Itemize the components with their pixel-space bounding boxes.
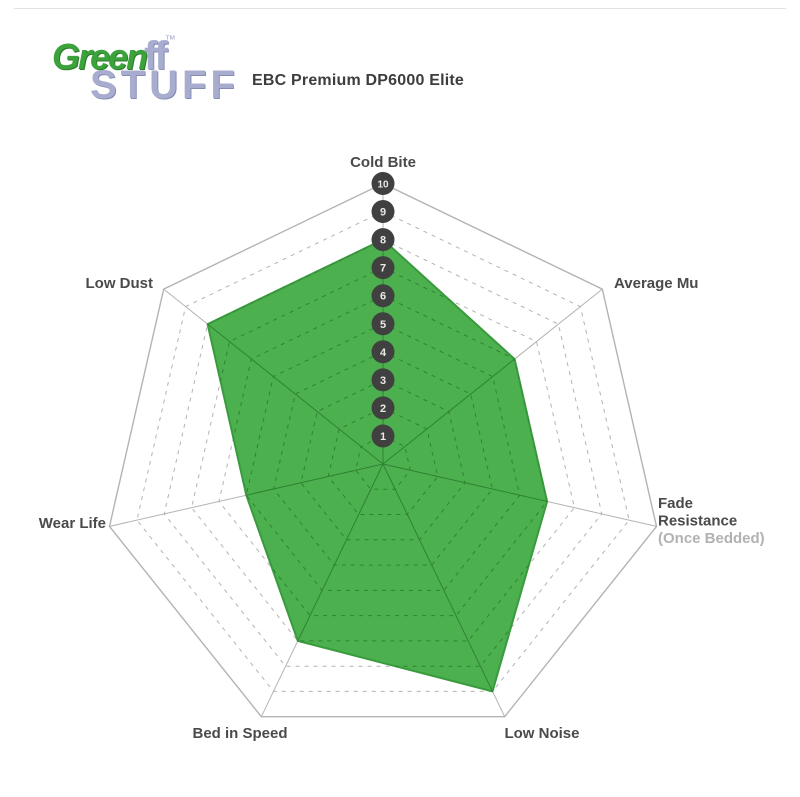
axis-label-bed-in-speed: Bed in Speed [192, 725, 287, 742]
logo-text-stuff: STUFF [90, 63, 239, 107]
scale-badge-label-7: 7 [380, 263, 386, 275]
axis-label-low-noise: Low Noise [504, 725, 579, 742]
logo-row-stuff: STUFF [90, 63, 235, 108]
scale-badge-label-6: 6 [380, 291, 386, 303]
scale-badge-label-9: 9 [380, 207, 386, 219]
greenstuff-logo: Greenff™ STUFF [52, 34, 235, 144]
grid-ring-2 [327, 407, 439, 515]
logo-text-overlap: ff [144, 34, 168, 78]
axis-label-fade-resistance: Fade Resistance (Once Bedded) [658, 495, 765, 547]
scale-badge-label-5: 5 [380, 319, 386, 331]
scale-badge-label-8: 8 [380, 235, 386, 247]
grid-ring-4 [273, 351, 493, 566]
scale-badge-4 [371, 340, 395, 364]
grid-ring-5 [245, 323, 521, 591]
scale-badge-5 [371, 312, 395, 336]
grid-ring-1 [355, 435, 411, 490]
axis-spoke [382, 463, 548, 527]
axis-spoke [382, 288, 548, 465]
axis-sublabel: (Once Bedded) [658, 530, 765, 547]
scale-badge-10 [371, 172, 395, 195]
logo-text-green: Green [52, 36, 148, 77]
scale-badge-9 [371, 200, 395, 224]
axis-label-low-dust: Low Dust [86, 275, 154, 292]
axis-label-wear-life: Wear Life [39, 515, 106, 532]
scale-badge-label-4: 4 [380, 347, 387, 359]
grid-ring-3 [300, 379, 466, 541]
grid-ring-9 [136, 210, 630, 692]
scale-badge-label-3: 3 [380, 375, 386, 387]
axis-spoke [382, 463, 506, 692]
scale-badge-2 [371, 396, 395, 420]
axis-spoke [207, 288, 384, 465]
grid-ring-8 [163, 239, 603, 667]
scale-badge-label-10: 10 [377, 180, 389, 191]
trademark-symbol: ™ [164, 34, 176, 46]
scale-badge-6 [371, 284, 395, 308]
scale-badge-8 [371, 228, 395, 252]
scale-badge-label-2: 2 [380, 403, 386, 415]
scale-badge-1 [371, 424, 395, 448]
axis-label-average-mu: Average Mu [614, 275, 698, 292]
scale-badge-3 [371, 368, 395, 392]
chart-title: EBC Premium DP6000 Elite [252, 72, 464, 89]
top-border-line [14, 8, 786, 9]
scale-badge-label-1: 1 [380, 431, 386, 443]
logo-row-green: Greenff™ [52, 34, 232, 79]
scale-badge-7 [371, 256, 395, 280]
axis-label-cold-bite: Cold Bite [350, 154, 416, 171]
scale-badges: 1 2 3 4 5 6 7 8 9 10 [371, 172, 395, 448]
grid-ring-outer [108, 182, 658, 718]
